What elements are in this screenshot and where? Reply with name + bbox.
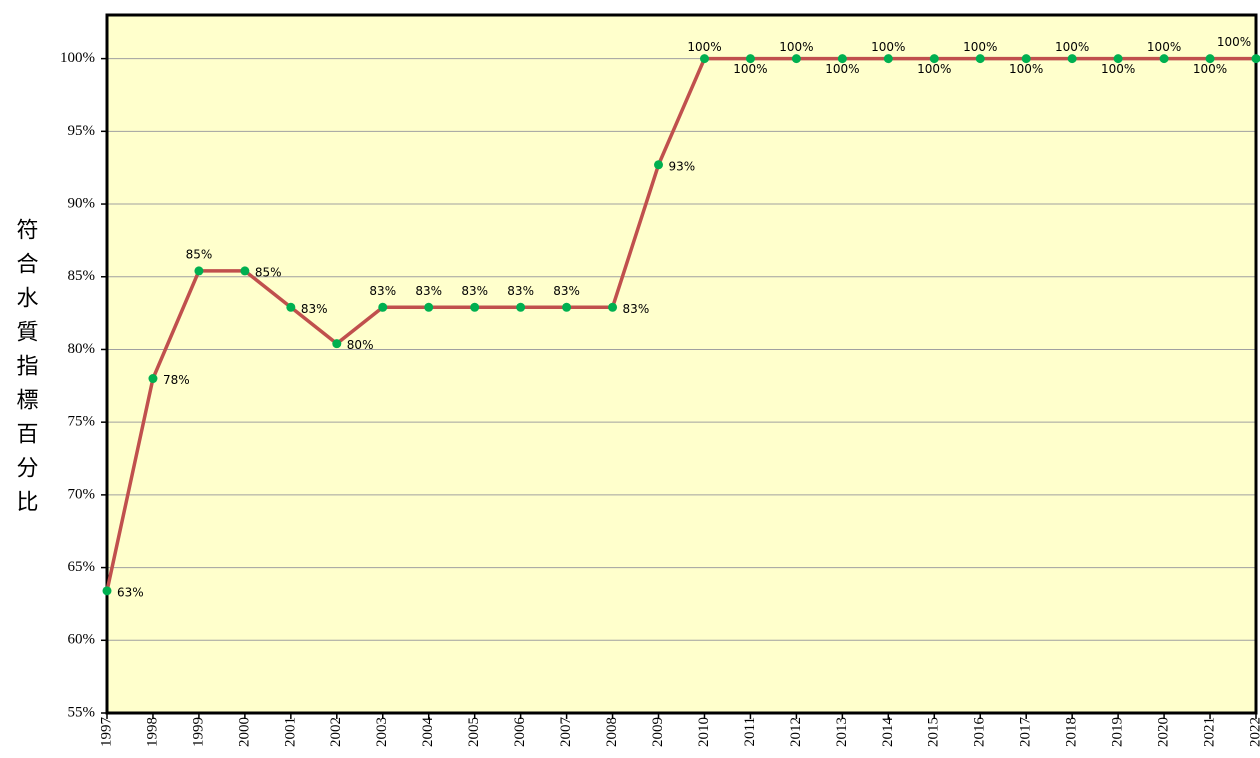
value-label: 100% [1147,40,1181,54]
x-tick-label: 1999 [190,717,206,747]
x-tick-label: 2004 [420,717,436,748]
value-label: 100% [1009,62,1043,76]
data-point [332,339,342,349]
data-point [699,54,709,64]
x-tick-label: 2012 [788,717,804,747]
x-tick-label: 2018 [1064,717,1080,747]
data-point [791,54,801,64]
data-point [929,54,939,64]
data-point [1067,54,1077,64]
x-tick-label: 2005 [466,717,482,747]
value-label: 85% [186,247,213,261]
data-point [1251,54,1260,64]
x-tick-label: 1997 [98,717,114,748]
x-tick-label: 2006 [512,717,528,748]
x-tick-label: 2020 [1156,717,1172,747]
value-label: 63% [117,585,144,599]
data-point [148,374,158,384]
data-point [1021,54,1031,64]
data-point [286,302,296,312]
value-label: 100% [687,40,721,54]
y-tick-label: 95% [68,123,96,139]
data-point [102,586,112,596]
value-label: 100% [779,40,813,54]
x-tick-label: 2008 [604,717,620,747]
plot-border [105,13,1258,715]
value-label: 83% [461,284,488,298]
x-tick-label: 2014 [880,717,896,748]
y-tick-label: 70% [68,486,96,502]
value-label: 93% [669,159,696,173]
x-tick-label: 2016 [972,717,988,748]
x-tick-label: 2002 [328,717,344,747]
value-label: 100% [917,62,951,76]
data-point [837,54,847,64]
x-tick-label: 2022 [1247,717,1260,747]
data-line [105,56,1256,592]
y-tick-label: 60% [68,632,96,648]
value-label: 83% [507,284,534,298]
data-point [608,302,618,312]
data-point [1113,54,1123,64]
value-label: 100% [1193,62,1227,76]
x-tick-label: 2010 [696,717,712,747]
value-label: 83% [369,284,396,298]
data-point [424,302,434,312]
x-tick-label: 1998 [144,717,160,747]
y-tick-label: 100% [60,50,95,66]
value-label: 100% [963,40,997,54]
value-label: 83% [623,302,650,316]
x-tick-label: 2007 [558,717,574,748]
value-label: 83% [553,284,580,298]
value-label: 100% [1055,40,1089,54]
x-tick-label: 2015 [926,717,942,747]
plot-area [107,15,1256,713]
value-label: 100% [871,40,905,54]
y-tick-label: 75% [68,414,96,430]
y-tick-label: 65% [68,559,96,575]
x-tick-label: 2017 [1018,717,1034,748]
value-label: 85% [255,265,282,279]
value-label: 83% [301,302,328,316]
data-point [654,160,664,170]
data-point [516,302,526,312]
data-point [745,54,755,64]
y-axis-label: 符合水質指標百分比 [13,218,39,524]
data-point [470,302,480,312]
x-tick-label: 2019 [1110,717,1126,747]
x-tick-label: 2021 [1201,717,1217,747]
value-label: 100% [733,62,767,76]
x-tick-label: 2011 [742,717,758,746]
value-label: 83% [415,284,442,298]
y-tick-label: 80% [68,341,96,357]
data-point [562,302,572,312]
x-tick-label: 2003 [374,717,390,747]
x-tick-label: 2001 [282,717,298,747]
value-label: 100% [1101,62,1135,76]
data-point [378,302,388,312]
x-tick-label: 2000 [236,717,252,747]
y-tick-label: 90% [68,195,96,211]
value-label: 100% [1217,35,1251,49]
value-label: 80% [347,338,374,352]
x-tick-label: 2013 [834,717,850,747]
data-point [883,54,893,64]
y-tick-label: 55% [68,704,96,720]
value-label: 78% [163,373,190,387]
y-tick-label: 85% [68,268,96,284]
value-label: 100% [825,62,859,76]
data-point [240,266,250,276]
x-tick-label: 2009 [650,717,666,747]
data-point [194,266,204,276]
data-point [1159,54,1169,64]
data-point [975,54,985,64]
data-point [1205,54,1215,64]
